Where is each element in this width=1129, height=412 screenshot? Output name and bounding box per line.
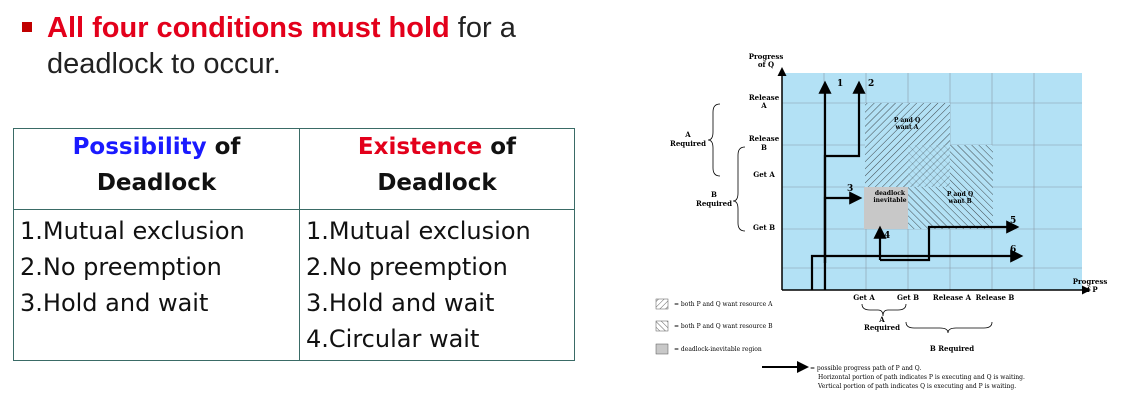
- legend-swatch-b: [655, 320, 669, 332]
- y-get-a: Get A: [753, 170, 775, 179]
- possibility-highlight: Possibility: [72, 134, 207, 160]
- possibility-conditions: 1.Mutual exclusion 2.No preemption 3.Hol…: [13, 209, 300, 361]
- y-get-b: Get B: [753, 223, 775, 232]
- y-release-a-2: A: [760, 101, 767, 110]
- y-release-b-1: Release: [749, 134, 780, 143]
- heading-emphasis: All four conditions must hold: [47, 12, 450, 44]
- y-release-a-1: Release: [749, 93, 780, 102]
- possibility-deadlock: Deadlock: [96, 170, 217, 196]
- x-release-b: Release B: [976, 293, 1015, 302]
- conditions-table: Possibility of Deadlock Existence of Dea…: [13, 128, 575, 361]
- region-overlap: [908, 145, 950, 187]
- path-label-5: 5: [1010, 216, 1016, 226]
- possibility-of: of: [206, 134, 241, 160]
- a-required-2: Required: [670, 139, 706, 148]
- x-b-required: B Required: [930, 344, 974, 353]
- legend-swatch-deadlock: [655, 343, 669, 355]
- b-required-2: Required: [696, 199, 732, 208]
- legend-a: = both P and Q want resource A: [674, 301, 773, 308]
- deadlock-label-2: inevitable: [873, 197, 906, 204]
- existence-conditions: 1.Mutual exclusion 2.No preemption 3.Hol…: [299, 209, 575, 361]
- legend-path-1: = possible progress path of P and Q.: [810, 365, 921, 372]
- b-required-1: B: [711, 190, 717, 199]
- legend-swatch-a: [655, 298, 669, 310]
- heading-line-1: All four conditions must hold for a: [47, 10, 516, 46]
- path-3: [823, 191, 863, 263]
- x-axis-title-1: Progress: [1073, 277, 1108, 286]
- existence-deadlock: Deadlock: [377, 170, 497, 196]
- path-label-3: 3: [847, 184, 853, 194]
- y-release-b-2: B: [761, 143, 767, 152]
- list-item: 2.No preemption: [20, 253, 222, 281]
- existence-highlight: Existence: [357, 134, 483, 160]
- list-item: 3.Hold and wait: [20, 289, 209, 317]
- y-axis-title-1: Progress: [749, 52, 784, 61]
- x-a-required-1: A: [878, 315, 885, 324]
- y-braces: [707, 103, 746, 232]
- x-get-b: Get B: [897, 293, 919, 302]
- region-a-label-2: want A: [895, 124, 919, 131]
- region-b-label-1: P and Q: [947, 191, 973, 198]
- path-label-1: 1: [837, 79, 843, 89]
- existence-of: of: [482, 134, 517, 160]
- list-item: 3.Hold and wait: [306, 289, 495, 317]
- deadlock-label-1: deadlock: [875, 190, 906, 197]
- path-label-4: 4: [884, 231, 890, 241]
- heading-line-2: deadlock to occur.: [47, 48, 281, 80]
- path-label-6: 6: [1010, 245, 1016, 255]
- path-label-2: 2: [868, 79, 874, 89]
- col-header-existence: Existence of Deadlock: [299, 128, 575, 210]
- table-header-row: Possibility of Deadlock Existence of Dea…: [13, 128, 575, 210]
- square-bullet-icon: [22, 22, 32, 32]
- a-required-1: A: [684, 130, 691, 139]
- y-axis-title-2: of Q: [758, 60, 774, 69]
- x-axis-title-2: of P: [1082, 285, 1098, 294]
- x-a-required-2: Required: [864, 323, 900, 332]
- col-header-possibility: Possibility of Deadlock: [13, 128, 300, 210]
- x-get-a: Get A: [853, 293, 875, 302]
- path-5: [880, 220, 1020, 262]
- path-6: [810, 249, 1024, 290]
- list-item: 2.No preemption: [306, 253, 508, 281]
- region-a-label-1: P and Q: [894, 117, 920, 124]
- legend-deadlock: = deadlock-inevitable region: [674, 346, 762, 353]
- list-item: 1.Mutual exclusion: [20, 217, 245, 245]
- list-item: 1.Mutual exclusion: [306, 217, 531, 245]
- region-deadlock-inevitable: [864, 187, 908, 229]
- x-release-a: Release A: [933, 293, 972, 302]
- x-braces: [861, 303, 993, 334]
- heading-rest: for a: [449, 12, 516, 44]
- legend-path-2: Horizontal portion of path indicates P i…: [818, 374, 1025, 381]
- legend-path-3: Vertical portion of path indicates Q is …: [817, 383, 1016, 390]
- list-item: 4.Circular wait: [306, 325, 480, 353]
- joint-progress-diagram: 1 2 3 4 5 6 P and Q want A P and Q want …: [655, 52, 1108, 390]
- legend-b: = both P and Q want resource B: [674, 323, 773, 330]
- region-b-label-2: want B: [947, 198, 971, 205]
- table-row: 1.Mutual exclusion 2.No preemption 3.Hol…: [13, 209, 575, 361]
